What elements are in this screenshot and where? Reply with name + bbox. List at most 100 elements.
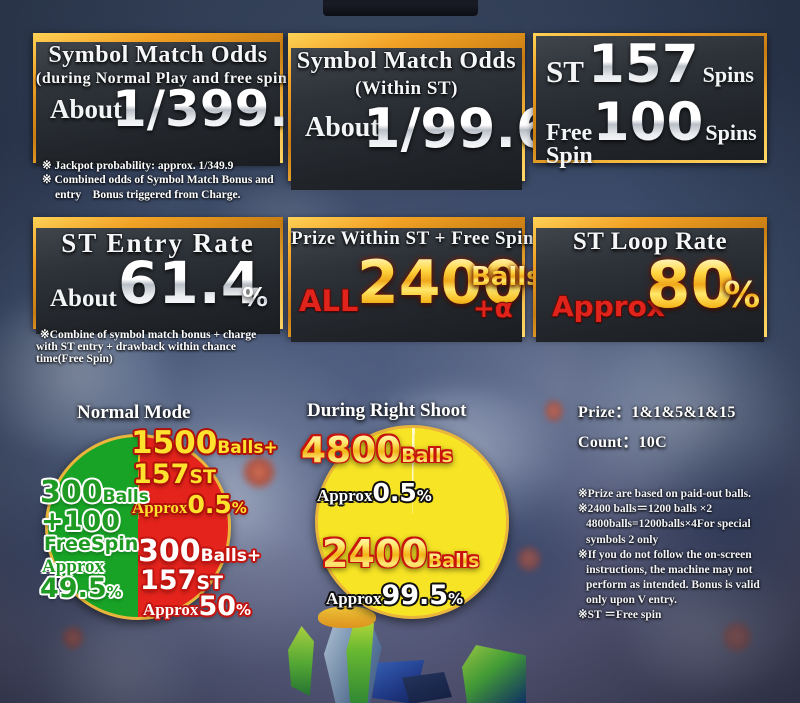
panel2-about: About — [305, 112, 380, 143]
panel1-about: About — [50, 94, 123, 124]
pie-normal-approx-495: 49.5% — [40, 575, 122, 602]
mecha-dark-plate — [402, 672, 452, 703]
pie-normal-300-unit-red: Balls+ — [200, 546, 262, 566]
panel6-title: ST Loop Rate — [572, 228, 728, 255]
right-note-line: perform as intended. Bonus is valid — [586, 579, 760, 592]
pie-normal-approx-50: Approx50% — [143, 593, 251, 620]
panel4-unit: % — [242, 283, 269, 313]
panel1-note-1: ※ Jackpot probability: approx. 1/349.9 — [42, 160, 234, 172]
pie-right-4800-unit: Balls — [401, 445, 453, 467]
pie-normal-1500-unit: Balls+ — [217, 438, 278, 458]
pie-normal-label-300balls-green: 300Balls — [40, 478, 149, 508]
pie-right-label-2400balls: 2400Balls — [322, 535, 479, 573]
pie-normal-300-value-red: 300 — [138, 534, 201, 569]
pie-normal-1500-value: 1500 — [131, 425, 218, 461]
pie-normal-300-value-green: 300 — [40, 475, 103, 510]
right-note-line: ※ST ＝Free spin — [578, 609, 662, 622]
panel6-approx: Approx — [552, 290, 665, 323]
pie-normal-approx-unit-b: % — [236, 601, 252, 619]
pie-normal-label-157st-b: 157ST — [140, 567, 223, 594]
panel4-note-2: with ST entry + drawback within chance — [36, 341, 236, 353]
pie-normal-approx-05: Approx0.5% — [132, 492, 247, 517]
panel5-all-label: ALL — [299, 284, 359, 318]
pie-right-2400-value: 2400 — [322, 532, 428, 576]
panel6-value: 80 — [646, 249, 736, 323]
spin-row-freespin-value: 100 — [592, 92, 704, 153]
pie-normal-approx-value-a: 0.5 — [187, 490, 232, 519]
panel4-note-3: time(Free Spin) — [36, 353, 113, 365]
ember-spark — [722, 620, 752, 654]
right-note-line: only upon V entry. — [586, 594, 677, 607]
pie-normal-300-unit-green: Balls — [102, 487, 149, 507]
panel-st-loop-rate: ST Loop Rate Approx 80 % — [533, 217, 767, 342]
pie-normal-157-value-a: 157 — [133, 459, 190, 490]
panel6-unit: % — [724, 275, 761, 316]
pie-normal-approx-word-green: Approx — [42, 556, 104, 577]
right-note-line: instructions, the machine may not — [586, 563, 753, 576]
panel4-note-1: ※Combine of symbol match bonus + charge — [40, 329, 257, 341]
pie-right-approx-unit-a: % — [416, 487, 432, 505]
pie-right-2400-unit: Balls — [427, 550, 480, 572]
right-note-line: ※2400 balls＝1200 balls ×2 — [578, 503, 713, 516]
pie-normal-freespin-unit: FreeSpin — [44, 533, 139, 555]
spin-row-freespin: Free Spin 100 Spins — [546, 92, 757, 168]
pie-normal-approx-word-a: Approx — [132, 498, 188, 517]
panel-symbol-match-odds-normal: Symbol Match Odds (during Normal Play an… — [33, 33, 323, 201]
right-note-line: 4800balls=1200balls×4For special — [586, 518, 751, 531]
cloud-wisp — [600, 560, 800, 690]
pie-right-approx-05: Approx0.5% — [317, 480, 432, 505]
pie-right-4800-value: 4800 — [301, 430, 402, 471]
pie-right-shoot-title: During Right Shoot — [307, 400, 467, 421]
right-notes-block: ※Prize are based on paid-out balls. ※240… — [578, 487, 796, 624]
pie-normal-approx-value-green: 49.5 — [40, 573, 107, 604]
spin-row-freespin-unit: Spins — [705, 120, 757, 145]
mecha-yellow-ring — [318, 606, 376, 628]
pie-normal-label-freespin-unit: FreeSpin — [44, 535, 138, 554]
right-note-line: ※If you do not follow the on-screen — [578, 548, 752, 561]
panel4-notes: ※Combine of symbol match bonus + charge … — [35, 327, 281, 365]
spin-row-st: ST 157 Spins — [546, 34, 754, 99]
panel-symbol-match-odds-st: Symbol Match Odds (Within ST) About 1/99… — [288, 33, 554, 190]
pie-right-approx-value-b: 99.5 — [381, 580, 449, 611]
cloud-wisp — [20, 620, 220, 703]
pie-normal-approx-word-b: Approx — [143, 600, 199, 619]
right-info-block: Prize：1&1&5&1&15 Count：10C — [578, 398, 794, 458]
pie-normal-mode-title: Normal Mode — [77, 402, 191, 423]
pie-normal-approx-value-b: 50 — [198, 591, 237, 622]
spin-row-st-value: 157 — [587, 34, 699, 95]
panel-st-entry-rate: ST Entry Rate About 61.4 % ※Combine of s… — [33, 217, 283, 365]
cloud-wisp — [560, 330, 800, 500]
top-dark-bar — [323, 0, 478, 16]
right-note-line: symbols 2 only — [586, 533, 659, 546]
mecha-right-shoulder — [462, 645, 526, 703]
spin-row-freespin-label-line2: Spin — [546, 142, 593, 169]
spin-row-freespin-label: Free Spin — [546, 120, 593, 169]
pie-right-approx-995: Approx99.5% — [326, 582, 463, 609]
prize-line: Prize：1&1&5&1&15 — [578, 404, 736, 421]
panel-spin-counts: ST 157 Spins Free Spin 100 Spins — [533, 33, 767, 168]
pie-chart-right-shoot — [315, 425, 509, 619]
pie-normal-approx-495-word: Approx — [42, 557, 104, 576]
panel4-title: ST Entry Rate — [61, 228, 255, 258]
panel4-about: About — [50, 285, 117, 312]
ember-spark — [517, 545, 541, 573]
panel1-subtitle: (during Normal Play and free spin) — [36, 70, 294, 87]
panel-prize-within-st: Prize Within ST + Free Spin ALL 2400 Bal… — [288, 217, 542, 342]
pie-right-label-4800balls: 4800Balls — [301, 433, 453, 469]
pie-right-approx-value-a: 0.5 — [372, 478, 417, 507]
pie-normal-label-157st-a: 157ST — [133, 461, 216, 488]
spin-row-st-label: ST — [546, 54, 584, 89]
panel1-notes: ※ Jackpot probability: approx. 1/349.9 ※… — [35, 158, 281, 202]
spin-row-freespin-label-line1: Free — [546, 120, 593, 146]
panel2-title: Symbol Match Odds — [296, 48, 517, 74]
panel5-title: Prize Within ST + Free Spin — [291, 228, 535, 249]
ocean-shadow — [640, 430, 800, 630]
right-note-line: ※Prize are based on paid-out balls. — [578, 488, 751, 500]
ember-spark — [62, 625, 84, 651]
pie-normal-157-unit-a: ST — [189, 466, 217, 488]
pie-chart-normal-mode — [45, 434, 231, 620]
pie-right-approx-word-b: Approx — [326, 589, 382, 608]
count-line: Count：10C — [578, 434, 667, 451]
pie-normal-label-1500balls: 1500Balls+ — [131, 428, 278, 459]
pie-normal-label-freespin: +100 — [41, 508, 120, 535]
